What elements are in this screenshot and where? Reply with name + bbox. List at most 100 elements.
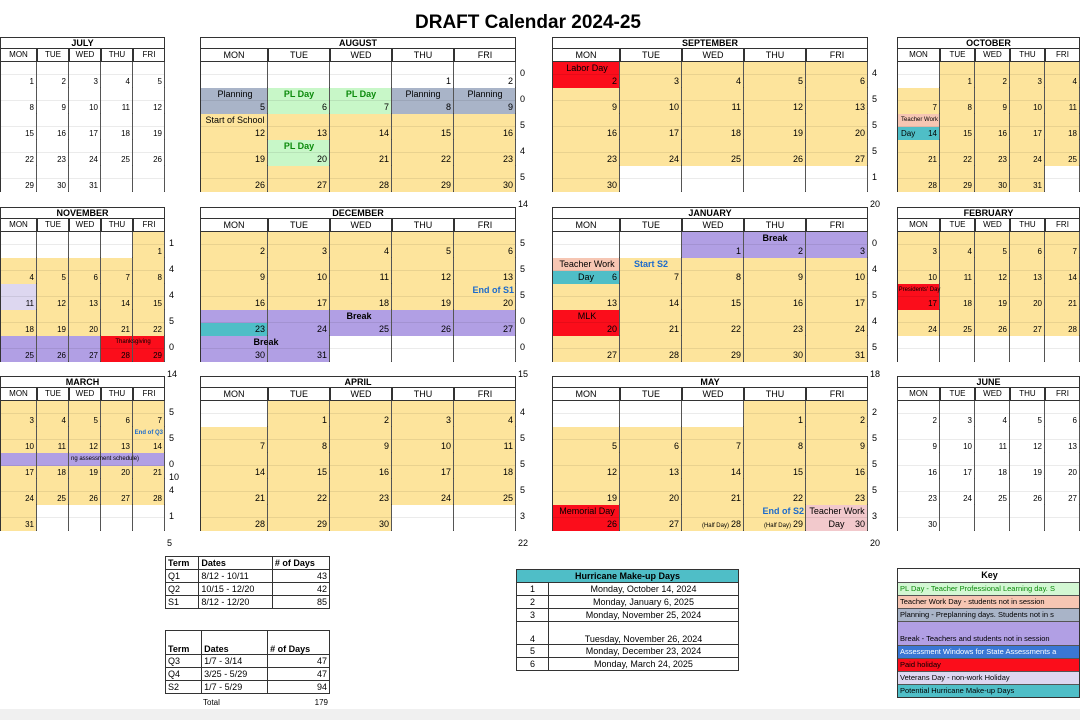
- day-cell: 18: [101, 114, 133, 140]
- empty-cell: [101, 232, 133, 258]
- cell-date: 21: [668, 324, 679, 334]
- cell-date: 30: [792, 350, 803, 360]
- cell-date: 5: [1037, 416, 1042, 425]
- day-cell: 8: [133, 258, 165, 284]
- empty-cell: [454, 336, 516, 362]
- cell-date-area: [1045, 518, 1079, 531]
- cell-label-area: [806, 88, 867, 101]
- day-cell: 31: [806, 336, 868, 362]
- day-cell: 29: [940, 166, 975, 192]
- cell-date-area: 23: [744, 323, 805, 336]
- cell-label-area: [940, 453, 974, 466]
- cell-date: 18: [502, 467, 513, 477]
- cell-label-area: [744, 166, 805, 179]
- cell-label-area: [133, 88, 164, 101]
- cell-label-area: Teacher Work: [898, 114, 939, 127]
- cell-date: 16: [854, 467, 865, 477]
- cell-date-area: [330, 75, 391, 88]
- cell-date-area: 22: [940, 153, 974, 166]
- cell-date-area: 4: [1045, 75, 1079, 88]
- cell-date-area: 1: [392, 75, 453, 88]
- cell-label-area: [682, 284, 743, 297]
- day-cell: 25: [1045, 140, 1080, 166]
- cell-label-area: [1045, 258, 1079, 271]
- month-april: APRIL MON TUE WED THU FRI 1 2 3 4 4 7 8 9 10 11 5 14 15 16 1…: [200, 376, 528, 548]
- cell-date: 12: [89, 442, 98, 451]
- cell-date-area: 7: [101, 271, 132, 284]
- empty-cell: [200, 401, 268, 427]
- empty-cell: [454, 505, 516, 531]
- cell-date: 17: [440, 467, 451, 477]
- cell-label-area: [1010, 336, 1044, 349]
- table-row: S2 1/7 - 5/29 94: [164, 680, 330, 694]
- table-cell: Q2: [164, 582, 200, 596]
- cell-date-area: 16: [975, 127, 1009, 140]
- cell-label-area: [101, 284, 132, 297]
- cell-date-area: 13: [69, 297, 100, 310]
- cell-label-area: [454, 166, 515, 179]
- day-cell: 23: [552, 140, 620, 166]
- cell-label-area: [1010, 427, 1044, 440]
- cell-date-area: 28: [101, 349, 132, 362]
- day-cell: 14: [101, 284, 133, 310]
- cell-label-area: [975, 427, 1009, 440]
- weekday-header: WED: [682, 219, 744, 232]
- empty-cell: [620, 232, 682, 258]
- day-cell: 21: [620, 310, 682, 336]
- cell-label: End of Q3: [134, 430, 163, 436]
- day-cell: 8: [0, 88, 37, 114]
- month-title: JUNE: [897, 376, 1080, 388]
- day-cell: 5: [744, 62, 806, 88]
- cell-date-area: 8: [133, 271, 164, 284]
- cell-date: 23: [928, 494, 937, 503]
- cell-date: 17: [316, 298, 327, 308]
- cell-label-area: [620, 88, 681, 101]
- cell-date-area: 7: [133, 414, 164, 427]
- month-title: OCTOBER: [897, 37, 1080, 49]
- cell-date-area: 19: [133, 127, 164, 140]
- cell-date-area: 25: [940, 323, 974, 336]
- cell-date: 19: [606, 493, 617, 503]
- cell-label-area: [1045, 232, 1079, 245]
- cell-date: 15: [153, 299, 162, 308]
- day-cell: 9: [552, 88, 620, 114]
- cell-date-area: 15: [268, 466, 329, 479]
- day-cell: 30: [975, 166, 1010, 192]
- empty-cell: [200, 62, 268, 88]
- cell-label-area: [37, 114, 68, 127]
- month-day-total: 5: [167, 538, 173, 548]
- cell-date-area: [133, 518, 164, 531]
- day-cell: 16: [200, 284, 268, 310]
- cell-label-area: [806, 258, 867, 271]
- cell-date: 3: [673, 76, 679, 86]
- cell-date-area: 30: [744, 349, 805, 362]
- cell-date: 19: [440, 298, 451, 308]
- cell-date: 5: [797, 76, 803, 86]
- cell-date-area: [620, 414, 681, 427]
- table-cell: 3: [516, 608, 549, 622]
- cell-date-area: 11: [940, 271, 974, 284]
- day-cell: 6: [69, 258, 101, 284]
- table-cell: 43: [271, 569, 331, 583]
- cell-date-area: 16: [330, 466, 391, 479]
- cell-date: 3: [29, 416, 34, 425]
- week-note: 10: [169, 472, 180, 482]
- cell-label-area: [898, 427, 939, 440]
- weekday-header: MON: [552, 388, 620, 401]
- cell-date: 10: [854, 272, 865, 282]
- cell-date: 9: [797, 272, 803, 282]
- cell-date-area: 26: [1010, 492, 1044, 505]
- cell-date: 10: [928, 273, 937, 282]
- day-cell: 10: [620, 88, 682, 114]
- day-cell: 24: [897, 310, 940, 336]
- cell-label-area: [620, 62, 681, 75]
- cell-label-area: [806, 232, 867, 245]
- cell-date-area: 10: [1010, 101, 1044, 114]
- cell-date-area: 14: [101, 297, 132, 310]
- cell-label-area: [201, 62, 267, 75]
- day-cell: 11: [101, 88, 133, 114]
- cell-date-area: 7: [330, 101, 391, 114]
- cell-date: 9: [859, 441, 865, 451]
- cell-date: 11: [57, 442, 66, 451]
- cell-date-area: 18: [101, 127, 132, 140]
